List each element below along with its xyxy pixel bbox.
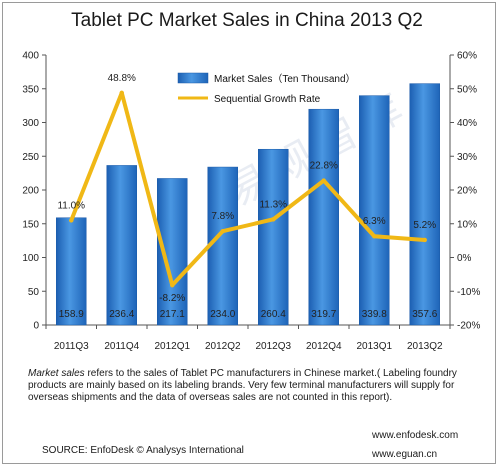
right-tick-label: 40%	[457, 118, 477, 129]
right-tick-label: 60%	[457, 51, 477, 62]
growth-rate-label: 7.8%	[211, 211, 234, 222]
bar-value-label: 260.4	[261, 309, 286, 320]
left-tick-label: 0	[33, 321, 39, 332]
growth-rate-label: 6.3%	[363, 216, 386, 227]
right-tick-label: -20%	[457, 321, 480, 332]
bar-market-sales	[258, 148, 289, 326]
left-tick-label: 50	[28, 287, 40, 298]
bar-value-label: 234.0	[210, 309, 235, 320]
footnote: Market sales refers to the sales of Tabl…	[28, 368, 468, 404]
left-tick-label: 400	[22, 51, 39, 62]
x-tick-label: 2012Q4	[306, 341, 342, 352]
x-tick-label: 2013Q2	[407, 341, 443, 352]
right-tick-label: 10%	[457, 219, 477, 230]
left-tick-label: 150	[22, 219, 39, 230]
legend-bar-swatch	[177, 72, 209, 84]
right-tick-label: 0%	[457, 253, 472, 264]
bar-value-label: 357.6	[412, 309, 437, 320]
url-eguan: www.eguan.cn	[372, 449, 438, 460]
x-tick-label: 2011Q4	[104, 341, 139, 352]
growth-rate-label: 11.0%	[57, 200, 85, 211]
right-tick-label: 50%	[457, 84, 477, 95]
growth-rate-point	[372, 234, 377, 239]
chart-title: Tablet PC Market Sales in China 2013 Q2	[71, 10, 423, 31]
bar-value-label: 158.9	[59, 309, 84, 320]
bar-market-sales	[308, 108, 339, 326]
bar-value-label: 339.8	[362, 309, 387, 320]
bar-market-sales	[106, 165, 137, 326]
footnote-text: refers to the sales of Tablet PC manufac…	[28, 368, 457, 403]
growth-rate-point	[271, 217, 276, 222]
growth-rate-label: 22.8%	[310, 161, 338, 172]
growth-rate-point	[69, 218, 74, 223]
left-tick-label: 300	[22, 118, 39, 129]
x-tick-label: 2012Q2	[205, 341, 241, 352]
growth-rate-label: 48.8%	[108, 73, 136, 84]
growth-rate-point	[321, 178, 326, 183]
growth-rate-label: 11.3%	[259, 199, 287, 210]
left-tick-label: 350	[22, 84, 39, 95]
legend-bar-label: Market Sales（Ten Thousand）	[214, 73, 356, 85]
bar-value-label: 236.4	[109, 309, 134, 320]
right-tick-label: 30%	[457, 152, 477, 163]
source-text: SOURCE: EnfoDesk © Analysys Internationa…	[42, 445, 244, 456]
url-enfodesk: www.enfodesk.com	[372, 430, 459, 441]
growth-rate-label: -8.2%	[159, 293, 185, 304]
bar-market-sales	[409, 83, 440, 326]
bar-market-sales	[359, 95, 390, 326]
x-tick-label: 2011Q3	[54, 341, 89, 352]
growth-rate-line	[69, 90, 427, 288]
left-tick-label: 200	[22, 186, 39, 197]
right-tick-label: -10%	[457, 287, 480, 298]
bar-market-sales	[56, 217, 87, 326]
growth-rate-point	[422, 237, 427, 243]
bar-value-label: 217.1	[160, 309, 185, 320]
x-tick-label: 2013Q1	[356, 341, 392, 352]
x-tick-label: 2012Q1	[154, 341, 190, 352]
growth-rate-label: 5.2%	[413, 220, 436, 231]
growth-rate-point	[220, 228, 225, 234]
growth-rate-point	[119, 90, 124, 96]
right-tick-label: 20%	[457, 186, 477, 197]
footnote-term: Market sales	[28, 368, 85, 379]
x-tick-label: 2012Q3	[255, 341, 291, 352]
bar-market-sales	[207, 166, 238, 326]
left-tick-label: 250	[22, 152, 39, 163]
legend-line-label: Sequential Growth Rate	[214, 94, 321, 105]
bar-value-label: 319.7	[311, 309, 336, 320]
growth-rate-point	[170, 282, 175, 288]
left-tick-label: 100	[22, 253, 39, 264]
